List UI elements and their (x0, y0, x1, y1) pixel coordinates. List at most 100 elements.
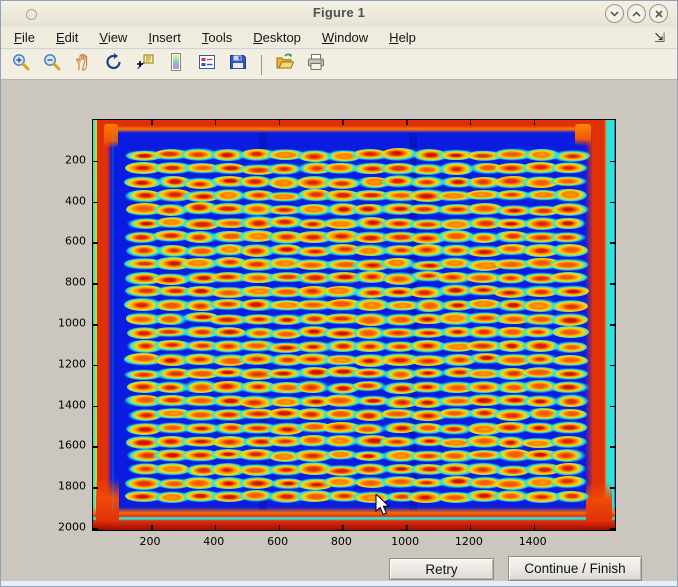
save-button[interactable] (226, 53, 250, 77)
array-spot (380, 367, 417, 380)
menu-item-window[interactable]: Window (321, 30, 369, 45)
array-spot (353, 313, 390, 326)
array-spot (521, 285, 559, 298)
open-folder-icon (275, 52, 295, 77)
axis-tick (610, 283, 615, 285)
array-spot (267, 407, 306, 420)
array-spot (295, 408, 333, 421)
array-spot (551, 476, 588, 489)
menu-item-desktop[interactable]: Desktop (253, 30, 301, 45)
array-spot (351, 367, 389, 380)
array-spot (324, 489, 362, 503)
array-spot (267, 190, 305, 203)
axis-tick (406, 120, 408, 125)
array-spot (267, 216, 304, 229)
array-spot (466, 176, 504, 189)
colorbar-button[interactable] (164, 53, 188, 77)
retry-button[interactable]: Retry (389, 558, 494, 580)
maximize-button[interactable] (627, 4, 646, 23)
print-button[interactable] (304, 53, 328, 77)
array-spot (323, 230, 361, 243)
array-spot (324, 394, 362, 407)
x-tick-label: 400 (203, 535, 225, 548)
array-spot (521, 340, 560, 352)
array-spot (436, 272, 474, 285)
array-spot (154, 298, 192, 312)
array-spot (182, 449, 219, 462)
array-spot (325, 463, 361, 476)
axis-tick (93, 405, 98, 408)
array-spot (550, 284, 589, 297)
array-spot (267, 435, 305, 448)
array-spot (381, 162, 417, 176)
array-spot (438, 407, 475, 421)
array-spot (267, 327, 304, 339)
menu-item-file[interactable]: File (14, 30, 35, 45)
axis-tick (533, 120, 536, 125)
axis-tick (93, 487, 98, 489)
array-spot (152, 436, 190, 448)
x-tick-label: 1000 (391, 535, 420, 548)
axis-tick (610, 528, 615, 530)
array-spot (408, 380, 447, 394)
array-spot (295, 230, 334, 243)
rotate-3d-button[interactable] (102, 53, 126, 77)
array-spot (523, 313, 559, 326)
array-spot (181, 353, 219, 366)
array-spot (125, 217, 164, 230)
array-spot (267, 421, 304, 435)
pan-hand-button[interactable] (71, 53, 95, 77)
array-spot (353, 449, 390, 461)
array-spot (409, 148, 447, 162)
array-spot (351, 217, 389, 231)
array-spot (154, 161, 192, 174)
dock-arrow-icon[interactable]: ⇲ (654, 30, 665, 45)
array-spot (438, 217, 475, 230)
array-spot (407, 490, 446, 503)
array-spot (550, 449, 587, 462)
array-spot (381, 175, 419, 188)
array-spot (124, 176, 162, 189)
close-button[interactable] (649, 4, 668, 23)
axis-tick (469, 525, 472, 530)
array-spot (353, 231, 391, 244)
array-spot (409, 218, 447, 230)
menu-item-help[interactable]: Help (389, 30, 416, 45)
array-spot (437, 422, 476, 435)
legend-button[interactable] (195, 53, 219, 77)
axis-tick (214, 120, 217, 125)
array-spot (436, 176, 475, 189)
array-spot (493, 463, 531, 476)
open-folder-button[interactable] (273, 53, 297, 77)
array-spot (181, 257, 219, 270)
array-spot (408, 422, 446, 435)
menu-item-edit[interactable]: Edit (55, 30, 79, 45)
array-spot (467, 353, 505, 366)
continue-finish-button[interactable]: Continue / Finish (508, 556, 642, 581)
data-cursor-button[interactable] (133, 53, 157, 77)
array-spot (551, 189, 587, 202)
array-spot (325, 272, 362, 285)
menu-item-insert[interactable]: Insert (148, 30, 181, 45)
window-titlebar[interactable]: Figure 1 (1, 1, 677, 28)
array-spot (239, 394, 277, 408)
array-spot (153, 244, 191, 258)
array-spot (409, 326, 447, 339)
menu-item-tools[interactable]: Tools (201, 30, 233, 45)
array-spot (437, 298, 474, 311)
array-spot (380, 435, 418, 448)
array-spot (549, 271, 588, 284)
array-spot (209, 477, 248, 489)
zoom-in-button[interactable] (9, 53, 33, 77)
menu-item-view[interactable]: View (99, 30, 128, 45)
array-spot (153, 203, 190, 216)
plot-axes[interactable] (92, 119, 616, 531)
zoom-out-button[interactable] (40, 53, 64, 77)
array-spot (382, 490, 419, 503)
array-spot (409, 162, 446, 176)
array-spot (294, 380, 332, 393)
array-spot (152, 449, 191, 463)
array-spot (152, 340, 191, 353)
shade-button[interactable] (605, 4, 624, 23)
array-spot (521, 394, 560, 407)
